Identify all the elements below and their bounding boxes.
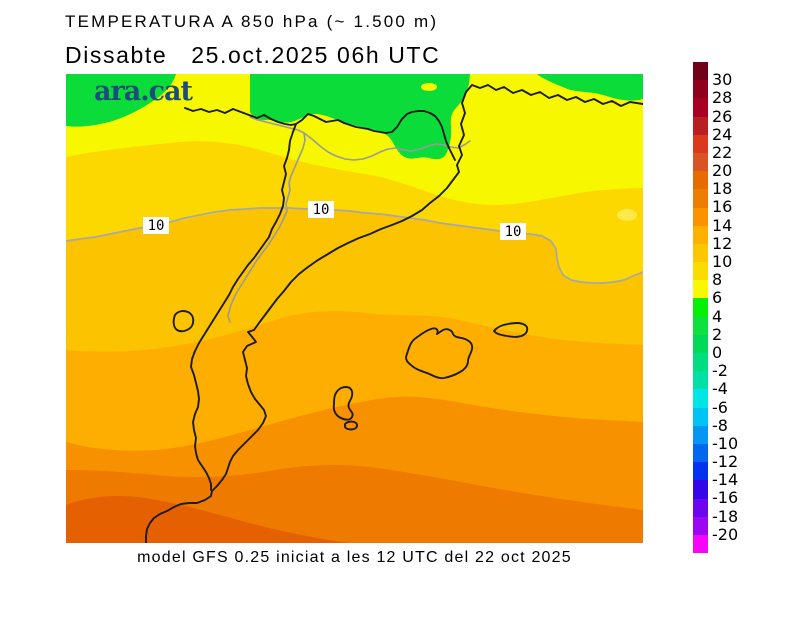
colorbar-label: 8 [712, 270, 723, 290]
colorbar-cell [693, 371, 708, 390]
enclave-outline [172, 310, 195, 333]
island-ibiza [332, 386, 354, 421]
colorbar-label: 24 [712, 124, 733, 144]
temperature-map: 10 10 10 [66, 74, 643, 543]
colorbar-label: -12 [712, 452, 739, 472]
colorbar-cell [693, 62, 708, 81]
isotherm-10-contour [66, 207, 643, 284]
band-18-20 [66, 496, 350, 543]
colorbar-label: 4 [712, 306, 723, 326]
colorbar-cell [693, 80, 708, 99]
colorbar-label: -20 [712, 524, 739, 544]
band-4-6-west [66, 74, 176, 127]
colorbar-cell [693, 98, 708, 117]
colorbar-label: -6 [712, 397, 728, 417]
island-mallorca [405, 327, 474, 380]
isotherm-labels: 10 10 10 [143, 201, 526, 240]
island-menorca [493, 322, 529, 338]
colorbar-label: 28 [712, 88, 733, 108]
page-title: TEMPERATURA A 850 hPa (~ 1.500 m) [65, 12, 439, 31]
colorbar-cell [693, 207, 708, 226]
band-4-6-center [250, 74, 470, 160]
colorbar-label: 0 [712, 343, 723, 363]
green-notch [421, 83, 437, 91]
colorbar-cell [693, 225, 708, 244]
border-inland [190, 123, 297, 491]
contour-label-text: 10 [148, 218, 165, 234]
colorbar-cell [693, 516, 708, 535]
colorbar-cell [693, 462, 708, 481]
colorbar-cell [693, 134, 708, 153]
river-segre-line [227, 116, 306, 323]
colorbar-cell [693, 243, 708, 263]
colorbar-cell [693, 152, 708, 172]
colorbar-label: -8 [712, 415, 728, 435]
colorbar-label: 30 [712, 70, 733, 90]
colorbar-cell [693, 280, 708, 299]
colorbar-label: 16 [712, 197, 733, 217]
colorbar-cell [693, 425, 708, 444]
colorbar-cell [693, 316, 708, 335]
colorbar-label: -16 [712, 488, 739, 508]
coastline-mediterranean [145, 84, 643, 543]
colorbar-cell [693, 407, 708, 426]
colorbar-label: -4 [712, 379, 728, 399]
colorbar-cell [693, 443, 708, 463]
colorbar-label: 12 [712, 233, 733, 253]
island-formentera [344, 420, 358, 431]
colorbar-cell [693, 480, 708, 499]
contour-label-box: 10 [143, 217, 169, 234]
colorbar-cell [693, 171, 708, 190]
colorbar-cell [693, 262, 708, 281]
colorbar-cell [693, 353, 708, 372]
contour-label-box: 10 [308, 201, 334, 218]
warm-spot [617, 209, 637, 221]
band-4-6-east [537, 74, 643, 101]
colorbar-label: 6 [712, 288, 723, 308]
contour-label-text: 10 [313, 202, 330, 218]
colorbar-label: -18 [712, 506, 739, 526]
colorbar-cell [693, 334, 708, 353]
colorbar-cell [693, 298, 708, 317]
colorbar-label: -2 [712, 361, 728, 381]
colorbar-cell [693, 534, 708, 554]
contour-label-text: 10 [505, 224, 522, 240]
colorbar-cell [693, 498, 708, 517]
colorbar-label: 26 [712, 106, 733, 126]
model-info: model GFS 0.25 iniciat a les 12 UTC del … [137, 549, 572, 566]
page-subtitle: Dissabte 25.oct.2025 06h UTC [65, 42, 441, 68]
colorbar-label: 18 [712, 179, 733, 199]
ara-cat-logo: ara.cat [94, 76, 193, 107]
colorbar-label: 22 [712, 143, 733, 163]
colorbar-cell [693, 116, 708, 135]
colorbar-label: 2 [712, 324, 723, 344]
colorbar-label: 10 [712, 252, 733, 272]
colorbar-label: 20 [712, 161, 733, 181]
colorbar-label: -14 [712, 470, 739, 490]
colorbar-label: -10 [712, 433, 739, 453]
colorbar-label: 14 [712, 215, 733, 235]
temperature-colorbar [693, 62, 708, 554]
colorbar-cell [693, 389, 708, 408]
contour-label-box: 10 [500, 223, 526, 240]
colorbar-cell [693, 189, 708, 208]
border-pyrenees [184, 107, 456, 161]
